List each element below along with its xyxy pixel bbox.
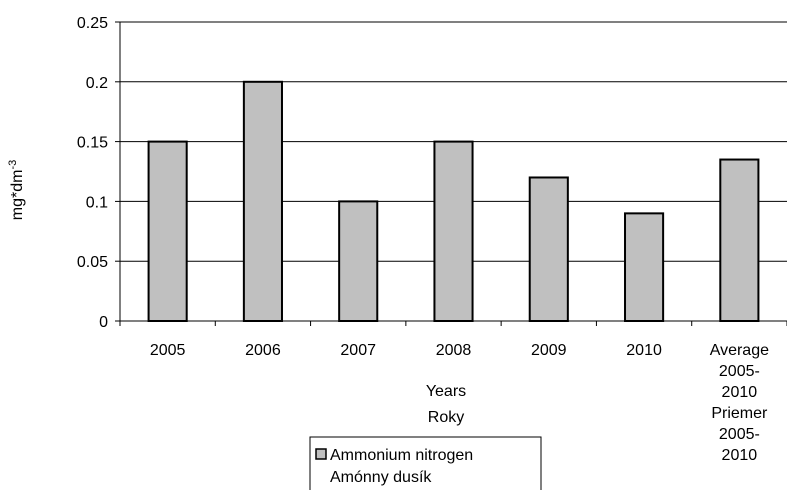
bar — [242, 80, 283, 322]
legend-label: Ammonium nitrogen Amónny dusík — [330, 447, 473, 486]
bar — [719, 158, 760, 322]
x-axis-title: Years Roky — [426, 383, 466, 426]
bar — [433, 140, 474, 322]
x-tick-label: 2008 — [436, 342, 472, 359]
y-axis-title: mg*dm-3 — [7, 160, 26, 220]
x-tick-label: 2010 — [626, 342, 662, 359]
y-tick-label: 0 — [99, 314, 108, 331]
y-tick-label: 0.2 — [86, 75, 108, 92]
bar — [147, 140, 188, 322]
legend-swatch — [315, 448, 327, 460]
x-tick-label: 2005 — [150, 342, 186, 359]
bar — [624, 212, 665, 322]
legend-box — [309, 436, 542, 490]
x-tick-label: Average 2005-2010 Priemer 2005-2010 — [710, 342, 769, 464]
x-tick-label: 2007 — [340, 342, 376, 359]
y-tick-label: 0.05 — [77, 254, 108, 271]
bar — [338, 200, 379, 322]
y-tick-label: 0.15 — [77, 135, 108, 152]
bar — [528, 176, 569, 322]
y-tick-label: 0.1 — [86, 194, 108, 211]
y-tick-label: 0.25 — [77, 15, 108, 32]
x-tick-label: 2009 — [531, 342, 567, 359]
x-tick-label: 2006 — [245, 342, 281, 359]
